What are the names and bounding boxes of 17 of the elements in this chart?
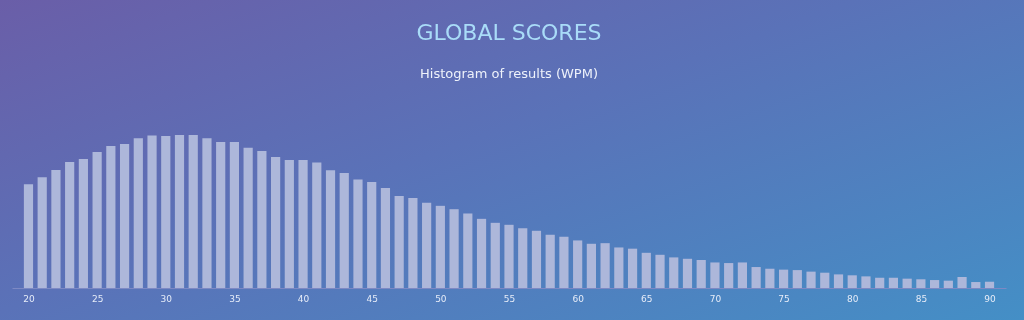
x-tick-label: 90 [984, 293, 997, 304]
x-tick-label: 30 [160, 293, 173, 304]
x-tick-label: 85 [915, 293, 928, 304]
x-tick-label: 25 [91, 293, 104, 304]
x-tick-label: 70 [709, 293, 722, 304]
x-tick-label: 20 [23, 293, 35, 304]
x-tick-label: 40 [297, 293, 310, 304]
x-tick-label: 55 [503, 293, 516, 304]
x-tick-label: 35 [229, 293, 241, 304]
chart-title: GLOBAL SCORES [416, 20, 602, 45]
x-tick-label: 45 [366, 293, 378, 304]
chart-subtitle: Histogram of results (WPM) [420, 66, 598, 81]
x-tick-label: 50 [435, 293, 447, 304]
x-tick-label: 75 [778, 293, 790, 304]
x-tick-label: 80 [847, 293, 859, 304]
x-tick-label: 60 [572, 293, 585, 304]
x-tick-label: 65 [641, 293, 653, 304]
